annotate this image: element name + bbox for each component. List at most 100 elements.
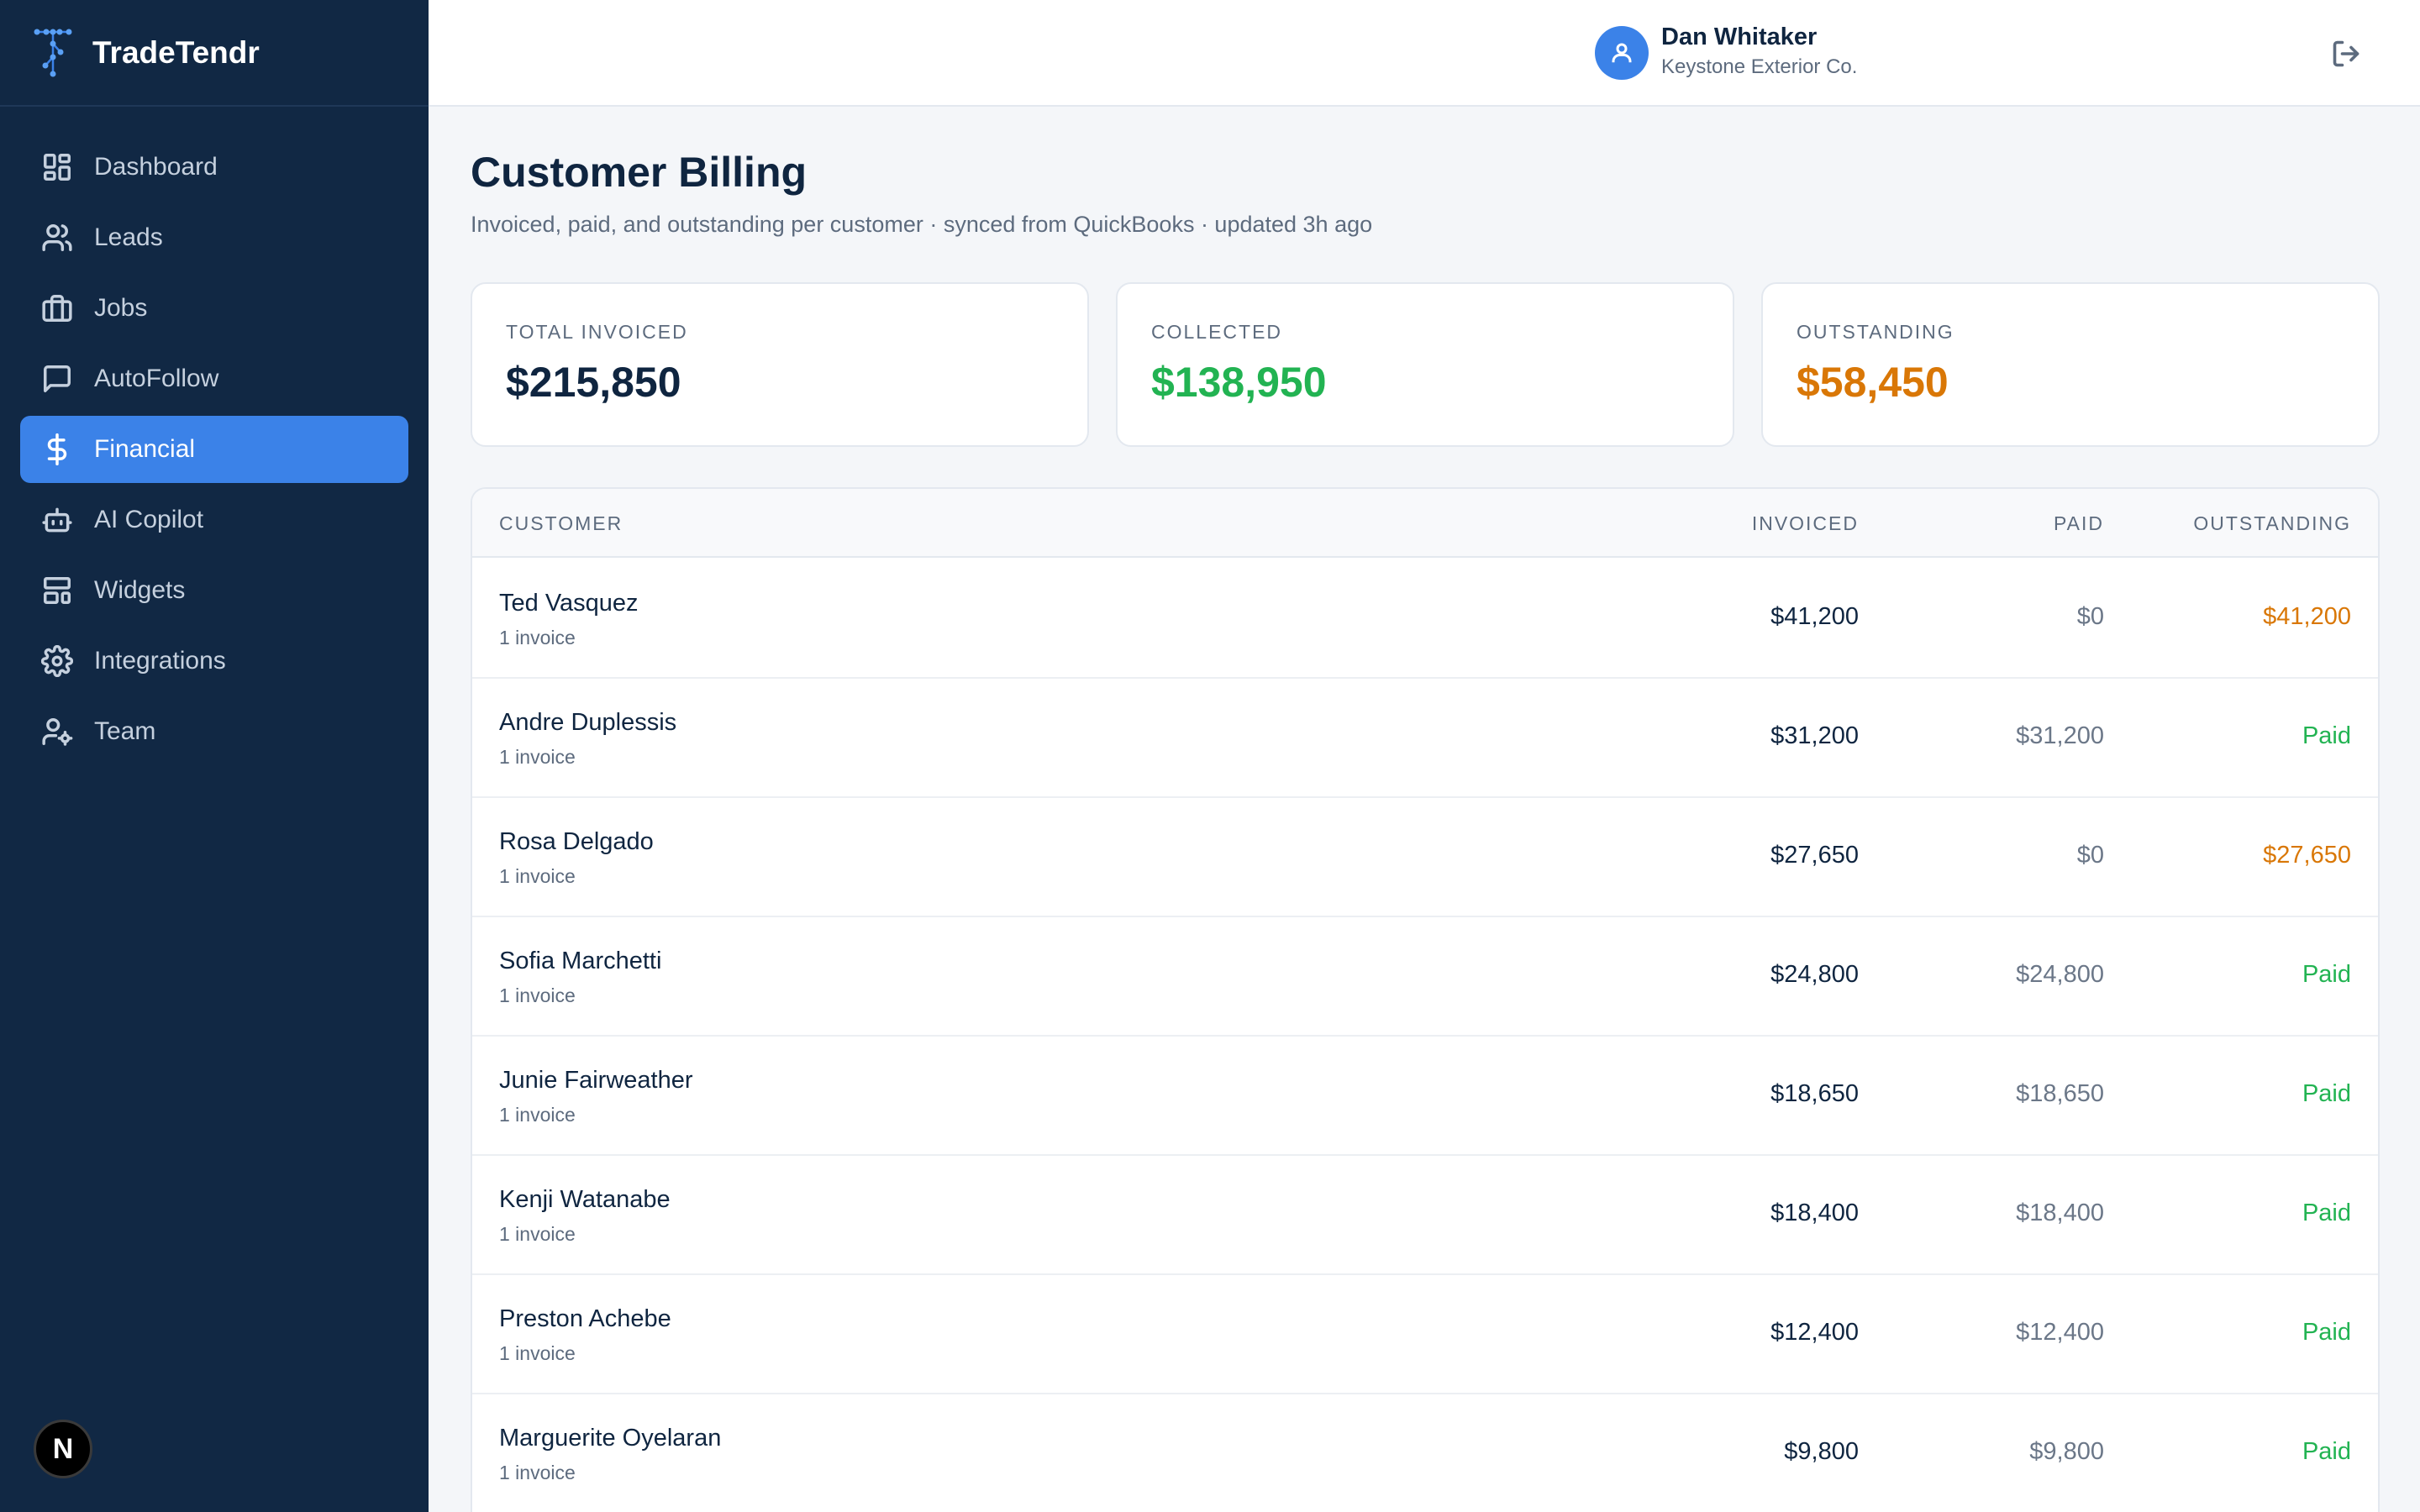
outstanding-card: OUTSTANDING $58,450 [1761, 282, 2380, 447]
gear-icon [40, 644, 74, 678]
users-icon [40, 221, 74, 255]
dashboard-icon [40, 150, 74, 184]
outstanding-value: $58,450 [1797, 359, 1949, 406]
outstanding-amount: Paid [2302, 961, 2351, 988]
invoice-count: 1 invoice [499, 1342, 576, 1364]
invoiced-amount: $9,800 [1784, 1438, 1859, 1465]
invoice-count: 1 invoice [499, 984, 576, 1006]
sidebar-item-financial[interactable]: Financial [20, 416, 408, 483]
billing-table: CUSTOMER INVOICED PAID OUTSTANDING Ted V… [471, 487, 2380, 1512]
paid-amount: $0 [2076, 603, 2104, 630]
logout-icon [2333, 40, 2360, 67]
paid-amount: $0 [2076, 842, 2104, 869]
user-name: Dan Whitaker [1661, 24, 1818, 50]
table-row[interactable]: Kenji Watanabe 1 invoice $18,400 $18,400 Pai… [472, 1156, 2378, 1275]
outstanding-amount: Paid [2302, 1080, 2351, 1107]
user-company: Keystone Exterior Co. [1661, 55, 1858, 78]
collected-value: $138,950 [1151, 359, 1327, 406]
paid-amount: $18,650 [2016, 1080, 2104, 1107]
sidebar-item-label: Financial [94, 435, 196, 463]
sidebar-item-integrations[interactable]: Integrations [20, 627, 408, 695]
invoiced-amount: $24,800 [1770, 961, 1859, 988]
customer-name[interactable]: Kenji Watanabe [499, 1186, 671, 1213]
briefcase-icon [40, 291, 74, 325]
paid-amount: $31,200 [2016, 722, 2104, 749]
outstanding-amount: Paid [2302, 1200, 2351, 1226]
outstanding-amount: Paid [2302, 1319, 2351, 1346]
table-row[interactable]: Preston Achebe 1 invoice $12,400 $12,400 Pai… [472, 1275, 2378, 1394]
sidebar-item-label: Leads [94, 223, 163, 251]
sidebar-item-autofollow[interactable]: AutoFollow [20, 345, 408, 412]
sidebar-item-label: Jobs [94, 294, 148, 322]
table-row[interactable]: Sofia Marchetti 1 invoice $24,800 $24,800 Pa… [472, 917, 2378, 1037]
app-name: TradeTendr [92, 34, 260, 70]
sidebar-nav: Dashboard Leads Jobs AutoFollow Financia… [0, 107, 429, 765]
sidebar-item-label: Dashboard [94, 153, 218, 181]
invoice-count: 1 invoice [499, 1104, 576, 1126]
sidebar-item-jobs[interactable]: Jobs [20, 275, 408, 342]
outstanding-amount: Paid [2302, 1438, 2351, 1465]
page-subtitle: Invoiced, paid, and outstanding per cust… [471, 212, 1373, 237]
table-row[interactable]: Marguerite Oyelaran 1 invoice $9,800 $9,800… [472, 1394, 2378, 1512]
brand[interactable]: TradeTendr [0, 0, 429, 107]
total-invoiced-value: $215,850 [506, 359, 681, 406]
user-icon [1612, 43, 1632, 63]
sidebar-item-team[interactable]: Team [20, 698, 408, 765]
user-cog-icon [40, 715, 74, 748]
invoiced-amount: $41,200 [1770, 603, 1859, 630]
invoiced-amount: $12,400 [1770, 1319, 1859, 1346]
logout-button[interactable] [2331, 39, 2361, 69]
invoice-count: 1 invoice [499, 1223, 576, 1245]
customer-name[interactable]: Junie Fairweather [499, 1067, 693, 1094]
sidebar-item-leads[interactable]: Leads [20, 204, 408, 271]
sidebar-item-dashboard[interactable]: Dashboard [20, 134, 408, 201]
page-title: Customer Billing [471, 149, 808, 196]
paid-amount: $12,400 [2016, 1319, 2104, 1346]
customer-name[interactable]: Rosa Delgado [499, 828, 654, 855]
invoiced-amount: $31,200 [1770, 722, 1859, 749]
column-header-paid[interactable]: PAID [2054, 512, 2104, 534]
customer-name[interactable]: Andre Duplessis [499, 709, 677, 736]
paid-amount: $18,400 [2016, 1200, 2104, 1226]
total-invoiced-card: TOTAL INVOICED $215,850 [471, 282, 1089, 447]
invoiced-amount: $18,400 [1770, 1200, 1859, 1226]
card-label: OUTSTANDING [1797, 321, 1954, 343]
dollar-icon [40, 433, 74, 466]
outstanding-amount: $27,650 [2263, 842, 2351, 869]
invoice-count: 1 invoice [499, 746, 576, 768]
table-row[interactable]: Andre Duplessis 1 invoice $31,200 $31,200 Pa… [472, 679, 2378, 798]
paid-amount: $9,800 [2029, 1438, 2104, 1465]
n-badge-button[interactable]: N [34, 1420, 92, 1478]
customer-name[interactable]: Ted Vasquez [499, 590, 639, 617]
sidebar-item-label: AutoFollow [94, 365, 219, 392]
sidebar-item-label: Integrations [94, 647, 226, 675]
outstanding-amount: Paid [2302, 722, 2351, 749]
column-header-invoiced[interactable]: INVOICED [1751, 512, 1859, 534]
paid-amount: $24,800 [2016, 961, 2104, 988]
table-header: CUSTOMER INVOICED PAID OUTSTANDING [472, 489, 2378, 558]
message-icon [40, 362, 74, 396]
customer-name[interactable]: Sofia Marchetti [499, 948, 662, 974]
avatar[interactable] [1595, 26, 1649, 80]
card-label: COLLECTED [1151, 321, 1283, 343]
sidebar-item-label: Team [94, 717, 156, 745]
table-row[interactable]: Ted Vasquez 1 invoice $41,200 $0 $41,200 [472, 559, 2378, 679]
column-header-customer[interactable]: CUSTOMER [499, 512, 623, 534]
customer-name[interactable]: Preston Achebe [499, 1305, 671, 1332]
invoiced-amount: $18,650 [1770, 1080, 1859, 1107]
table-row[interactable]: Junie Fairweather 1 invoice $18,650 $18,650… [472, 1037, 2378, 1156]
sidebar-item-widgets[interactable]: Widgets [20, 557, 408, 624]
invoiced-amount: $27,650 [1770, 842, 1859, 869]
sidebar-item-label: AI Copilot [94, 506, 204, 533]
invoice-count: 1 invoice [499, 627, 576, 648]
customer-name[interactable]: Marguerite Oyelaran [499, 1425, 722, 1452]
sidebar-item-ai-copilot[interactable]: AI Copilot [20, 486, 408, 554]
invoice-count: 1 invoice [499, 1462, 576, 1483]
robot-icon [40, 503, 74, 537]
table-row[interactable]: Rosa Delgado 1 invoice $27,650 $0 $27,650 [472, 798, 2378, 917]
column-header-outstanding[interactable]: OUTSTANDING [2193, 512, 2351, 534]
tradetendr-logo-icon [34, 29, 72, 76]
sidebar-item-label: Widgets [94, 576, 186, 604]
outstanding-amount: $41,200 [2263, 603, 2351, 630]
layout-icon [40, 574, 74, 607]
